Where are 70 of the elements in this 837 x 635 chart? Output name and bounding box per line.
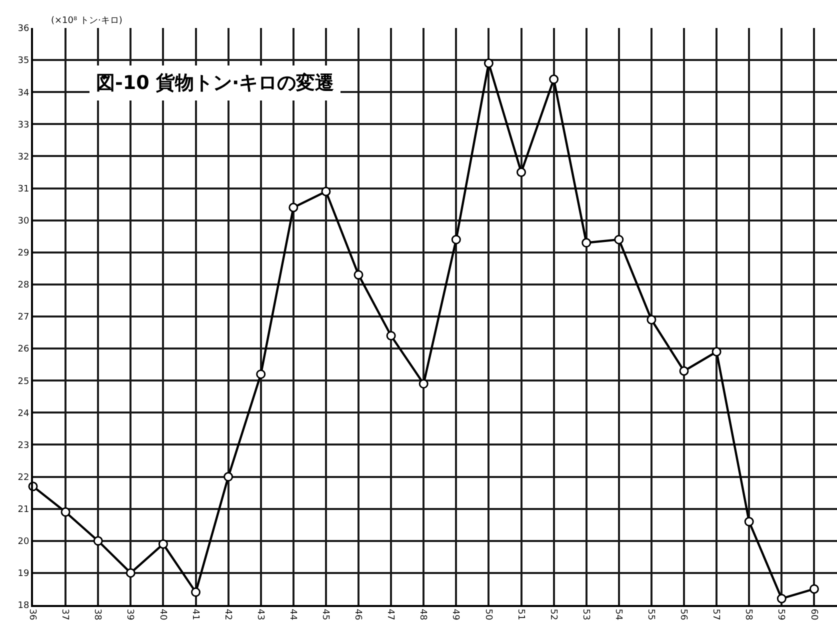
point	[451, 234, 461, 244]
point	[679, 366, 689, 376]
point	[126, 568, 136, 578]
y-tick-label: 20	[18, 537, 30, 548]
y-tick-label: 22	[18, 472, 30, 483]
y-tick-label: 19	[18, 569, 30, 580]
point	[549, 74, 559, 84]
x-tick-label: 37	[60, 608, 70, 620]
point	[582, 238, 592, 248]
point	[712, 347, 722, 357]
x-tick-label: 53	[580, 608, 590, 620]
y-axis-title: (×10⁸ トン·キロ)	[51, 16, 122, 26]
y-tick-label: 29	[18, 248, 30, 259]
point	[354, 270, 364, 280]
y-tick-label: 27	[18, 312, 30, 323]
y-tick-label: 28	[18, 280, 30, 291]
y-tick-label: 21	[18, 504, 30, 515]
text: 図-10 貨物トン·キロの変遷	[96, 72, 334, 94]
y-tick-label: 33	[18, 120, 30, 130]
x-tick-label: 39	[124, 608, 135, 621]
x-tick-label: 44	[287, 608, 298, 621]
x-tick-label: 59	[776, 608, 786, 621]
y-tick-label: 34	[18, 88, 30, 98]
x-tick-label: 43	[254, 608, 265, 620]
point	[646, 314, 656, 324]
point	[224, 472, 234, 482]
point	[158, 539, 168, 549]
x-tick-label: 57	[710, 608, 721, 620]
y-tick-label: 35	[18, 56, 30, 66]
point	[191, 587, 200, 597]
point	[93, 536, 103, 546]
x-tick-label: 36	[27, 608, 38, 621]
point	[256, 369, 266, 379]
x-tick-label: 42	[222, 608, 232, 620]
y-tick-label: 30	[18, 216, 30, 226]
x-tick-label: 50	[482, 608, 493, 621]
point	[484, 58, 494, 68]
x-tick-label: 46	[352, 608, 363, 621]
x-tick-label: 48	[418, 608, 428, 621]
x-tick-label: 51	[515, 608, 526, 620]
x-tick-label: 47	[385, 608, 396, 620]
point	[418, 379, 428, 389]
x-tick-label: 60	[808, 608, 818, 621]
x-tick-label: 52	[548, 608, 558, 620]
y-tick-label: 24	[18, 408, 30, 419]
x-tick-label: 58	[743, 608, 754, 621]
x-tick-label: 55	[646, 608, 656, 620]
x-tick-label: 49	[450, 608, 460, 621]
point	[60, 507, 70, 517]
point	[809, 584, 819, 594]
point	[288, 202, 298, 212]
x-tick-label: 56	[678, 608, 688, 621]
y-tick-label: 31	[18, 184, 30, 194]
point	[614, 234, 624, 244]
point	[321, 186, 331, 196]
x-tick-label: 45	[320, 608, 330, 620]
y-tick-label: 32	[18, 152, 30, 162]
point	[776, 594, 786, 604]
x-tick-label: 54	[612, 608, 623, 621]
x-tick-label: 38	[92, 608, 102, 621]
x-tick-label: 40	[157, 608, 168, 621]
y-tick-label: 36	[18, 24, 30, 34]
y-tick-label: 18	[18, 601, 30, 612]
y-tick-label: 25	[18, 376, 30, 387]
x-tick-label: 41	[190, 608, 200, 620]
point	[744, 516, 754, 526]
y-tick-label: 23	[18, 440, 30, 451]
point	[516, 168, 526, 177]
point	[386, 330, 396, 340]
y-tick-label: 26	[18, 344, 30, 355]
